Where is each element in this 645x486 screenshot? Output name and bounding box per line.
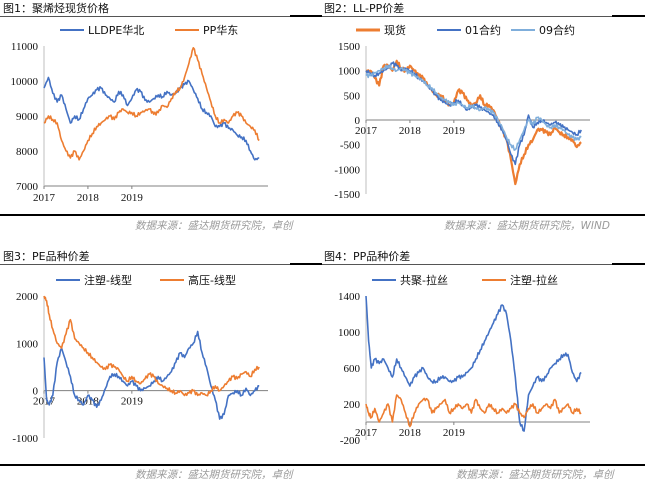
x-tick-label: 2019 — [443, 125, 466, 137]
y-tick-label: -200 — [340, 435, 361, 447]
series-line-2 — [43, 46, 260, 161]
source-note-4: 数据来源：盛达期货研究院，卓创 — [456, 469, 614, 481]
chart4-pp-spread: -200 200 600 1000 1400 2017 2018 2019 共聚-拉丝 注塑-拉丝 — [338, 273, 590, 447]
x-tick-label: 2017 — [355, 125, 378, 137]
series-line-2 — [365, 394, 582, 428]
series-line-1 — [43, 76, 260, 161]
chart4-title-rule — [322, 264, 645, 265]
legend-label-3: 09合约 — [539, 23, 575, 37]
chart2-title-rule — [322, 16, 645, 17]
y-tick-label: 1000 — [338, 327, 361, 339]
chart1-title-rule-bold — [290, 15, 322, 17]
legend-label-2: 注塑-拉丝 — [510, 273, 558, 287]
y-tick-label: 7000 — [16, 181, 39, 193]
y-tick-label: 9000 — [16, 111, 39, 123]
y-tick-label: 0 — [33, 386, 39, 398]
y-tick-label: 2000 — [16, 291, 39, 303]
source-note-3: 数据来源：盛达期货研究院，卓创 — [135, 469, 293, 481]
y-tick-label: 0 — [355, 115, 361, 127]
chart2-ll-pp-spread: -1500 -1000 -500 0 500 1000 1500 2017 2018 2019 现货… — [334, 23, 590, 201]
source-note-2: 数据来源：盛达期货研究院，WIND — [444, 220, 610, 232]
y-tick-label: -500 — [340, 140, 361, 152]
x-tick-label: 2019 — [443, 427, 466, 439]
x-tick-label: 2018 — [399, 427, 422, 439]
legend-label-2: 高压-线型 — [188, 273, 236, 287]
y-tick-label: 1400 — [338, 291, 361, 303]
legend-label-1: LLDPE华北 — [88, 23, 144, 37]
y-tick-label: 200 — [344, 399, 361, 411]
y-tick-label: 10000 — [11, 76, 39, 88]
y-tick-label: 11000 — [11, 41, 39, 53]
x-tick-label: 2018 — [399, 125, 422, 137]
series-line-1 — [365, 59, 582, 186]
legend-label-1: 共聚-拉丝 — [400, 273, 448, 287]
y-tick-label: 600 — [344, 363, 361, 375]
series-line-3 — [365, 64, 582, 151]
chart4-title: 图4：PP品种价差 — [324, 250, 411, 263]
legend-label-1: 注塑-线型 — [84, 273, 132, 287]
source-note-1: 数据来源：盛达期货研究院，卓创 — [135, 220, 293, 232]
y-tick-label: -1500 — [334, 189, 360, 201]
y-tick-label: 8000 — [16, 146, 39, 158]
chart3-title-rule-bold — [290, 263, 322, 265]
chart2-title-rule-bold — [612, 15, 645, 17]
x-tick-label: 2017 — [355, 427, 378, 439]
x-tick-label: 2018 — [77, 192, 100, 204]
top-row-bottom-rule — [0, 214, 645, 216]
y-tick-label: 1000 — [16, 338, 39, 350]
y-tick-label: -1000 — [334, 164, 360, 176]
y-tick-label: 500 — [344, 90, 361, 102]
legend-label-2: 01合约 — [465, 23, 501, 37]
legend-label-2: PP华东 — [203, 23, 238, 37]
y-tick-label: 1000 — [338, 66, 361, 78]
x-tick-label: 2019 — [121, 192, 144, 204]
x-tick-label: 2017 — [33, 192, 56, 204]
chart1-lldpe-pp-spot: 7000 8000 9000 10000 11000 2017 2018 2019 LLDPE华… — [11, 23, 268, 204]
chart4-title-rule-bold — [612, 263, 645, 265]
x-tick-label: 2019 — [121, 396, 144, 408]
chart1-title: 图1：聚烯烃现货价格 — [3, 2, 109, 15]
y-tick-label: 1500 — [338, 41, 361, 53]
chart3-title-rule — [0, 264, 322, 265]
series-line-1 — [365, 295, 582, 432]
series-line-2 — [43, 295, 260, 397]
chart1-title-rule — [0, 16, 322, 17]
series-line-1 — [43, 330, 260, 420]
chart3-title: 图3：PE品种价差 — [3, 250, 90, 263]
legend-label-1: 现货 — [384, 23, 406, 37]
y-tick-label: -1000 — [12, 433, 38, 445]
chart2-title: 图2：LL-PP价差 — [324, 2, 405, 15]
bottom-row-bottom-rule — [0, 464, 645, 466]
series-line-2 — [365, 61, 582, 166]
